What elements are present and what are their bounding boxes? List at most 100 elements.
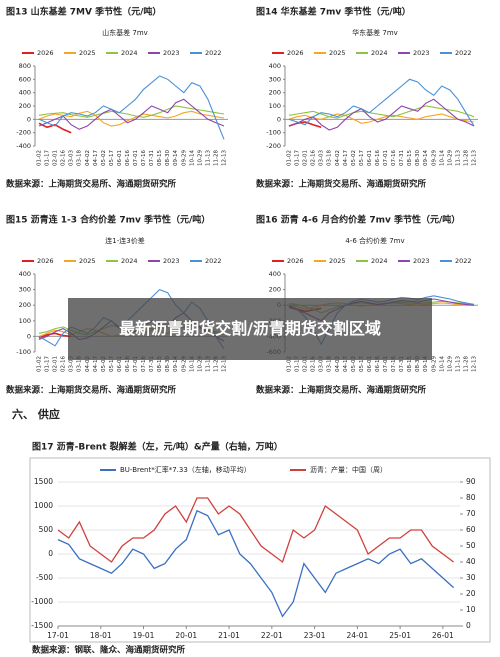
y-tick-label: -1500 xyxy=(31,621,53,630)
y2-tick-label: 20 xyxy=(466,589,476,598)
x-tick-label: 03-18 xyxy=(77,356,83,372)
y-tick-label: -400 xyxy=(16,142,31,150)
legend-label: 2024 xyxy=(371,257,388,265)
figure-caption: 图16 沥青 4-6 月合约价差 7mv 季节性（元/吨） xyxy=(256,214,460,226)
series-line xyxy=(38,75,225,140)
y-tick-label: 400 xyxy=(19,89,31,97)
y-tick-label: 0 xyxy=(27,115,31,123)
x-tick-label: 07-16 xyxy=(141,356,147,372)
x-tick-label: 12-13 xyxy=(221,356,227,372)
y2-tick-label: 10 xyxy=(466,605,476,614)
legend-label: BU-Brent*汇率*7.33（左轴，移动平均） xyxy=(120,465,251,474)
x-tick-label: 08-30 xyxy=(415,150,421,166)
x-tick-label: 02-16 xyxy=(311,150,317,166)
x-tick-label: 05-17 xyxy=(109,356,115,372)
legend-label: 2026 xyxy=(287,257,304,265)
x-tick-label: 02-16 xyxy=(61,150,67,166)
x-tick-label: 03-03 xyxy=(69,150,75,166)
x-tick-label: 02-01 xyxy=(53,150,59,166)
x-tick-label: 04-17 xyxy=(93,356,99,372)
legend-label: 2026 xyxy=(37,257,54,265)
series-line xyxy=(38,98,225,130)
x-tick-label: 05-17 xyxy=(359,150,365,166)
chart-title: 连1-连3价差 xyxy=(105,236,144,245)
x-tick-label: 06-01 xyxy=(117,150,123,166)
y-tick-label: 0 xyxy=(27,332,31,340)
legend-label: 2024 xyxy=(371,49,388,57)
legend-label: 2025 xyxy=(329,49,346,57)
x-tick-label: 07-16 xyxy=(391,356,397,372)
y2-tick-label: 60 xyxy=(466,525,476,534)
x-tick-label: 05-02 xyxy=(101,356,107,372)
legend-label: 2023 xyxy=(163,49,180,57)
legend-label: 2025 xyxy=(79,257,96,265)
figure-source: 数据来源：上海期货交易所、海通期货研究所 xyxy=(256,385,427,396)
x-tick-label: 09-29 xyxy=(181,150,187,166)
chart-title: 华东基差 7mv xyxy=(352,28,398,37)
figure-source: 数据来源：上海期货交易所、海通期货研究所 xyxy=(6,385,177,396)
y-tick-label: 100 xyxy=(269,102,281,110)
x-tick-label: 08-30 xyxy=(165,150,171,166)
x-tick-label: 02-01 xyxy=(303,150,309,166)
x-tick-label: 01-02 xyxy=(37,150,43,166)
x-tick-label: 23-01 xyxy=(304,631,326,640)
x-tick-label: 01-17 xyxy=(295,150,301,166)
x-tick-label: 11-13 xyxy=(205,150,211,166)
x-tick-label: 06-16 xyxy=(125,356,131,372)
x-tick-label: 10-14 xyxy=(439,356,445,372)
y-tick-label: 1500 xyxy=(34,477,53,486)
y-tick-label: 400 xyxy=(269,270,281,278)
chart-title: 4-6 合约价差 7mv xyxy=(345,236,404,245)
x-tick-label: 05-17 xyxy=(359,356,365,372)
x-tick-label: 04-02 xyxy=(335,356,341,372)
y-tick-label: 300 xyxy=(19,286,31,294)
x-tick-label: 03-18 xyxy=(77,150,83,166)
series-line xyxy=(38,105,225,118)
x-tick-label: 21-01 xyxy=(218,631,240,640)
x-tick-label: 17-01 xyxy=(47,631,69,640)
x-tick-label: 08-15 xyxy=(407,150,413,166)
y-tick-label: -200 xyxy=(16,129,31,137)
x-tick-label: 01-02 xyxy=(37,356,43,372)
y-tick-label: 200 xyxy=(19,301,31,309)
x-tick-label: 04-02 xyxy=(85,356,91,372)
y-tick-label: 800 xyxy=(19,62,31,70)
x-tick-label: 05-02 xyxy=(101,150,107,166)
legend-label: 2025 xyxy=(79,49,96,57)
x-tick-label: 05-02 xyxy=(351,356,357,372)
y-tick-label: 1000 xyxy=(34,501,53,510)
section-heading: 六、 供应 xyxy=(12,407,60,421)
x-tick-label: 11-28 xyxy=(213,356,219,372)
x-tick-label: 10-29 xyxy=(197,150,203,166)
x-tick-label: 03-18 xyxy=(327,150,333,166)
x-tick-label: 06-01 xyxy=(367,356,373,372)
x-tick-label: 10-14 xyxy=(439,150,445,166)
x-tick-label: 18-01 xyxy=(90,631,112,640)
y2-tick-label: 0 xyxy=(466,621,471,630)
legend-label: 2024 xyxy=(121,49,138,57)
y-tick-label: 0 xyxy=(277,115,281,123)
x-tick-label: 08-30 xyxy=(415,356,421,372)
chart-title: 山东基差 7mv xyxy=(102,28,148,37)
series-line xyxy=(288,113,475,124)
x-tick-label: 09-14 xyxy=(173,356,179,372)
y-tick-label: 200 xyxy=(269,286,281,294)
y-tick-label: 100 xyxy=(19,317,31,325)
y-tick-label: -100 xyxy=(16,348,31,356)
x-tick-label: 11-13 xyxy=(455,150,461,166)
x-tick-label: 19-01 xyxy=(133,631,155,640)
x-tick-label: 10-29 xyxy=(447,356,453,372)
y2-tick-label: 80 xyxy=(466,493,476,502)
legend-label: 沥青：产量：中国（周） xyxy=(310,465,387,474)
x-tick-label: 09-14 xyxy=(173,150,179,166)
y-tick-label: 400 xyxy=(19,270,31,278)
x-tick-label: 26-01 xyxy=(432,631,454,640)
y-tick-label: -100 xyxy=(266,129,281,137)
x-tick-label: 04-02 xyxy=(335,150,341,166)
y-tick-label: -1000 xyxy=(31,597,53,606)
x-tick-label: 04-17 xyxy=(93,150,99,166)
y-tick-label: 400 xyxy=(269,62,281,70)
y-tick-label: -200 xyxy=(266,142,281,150)
legend-label: 2024 xyxy=(121,257,138,265)
